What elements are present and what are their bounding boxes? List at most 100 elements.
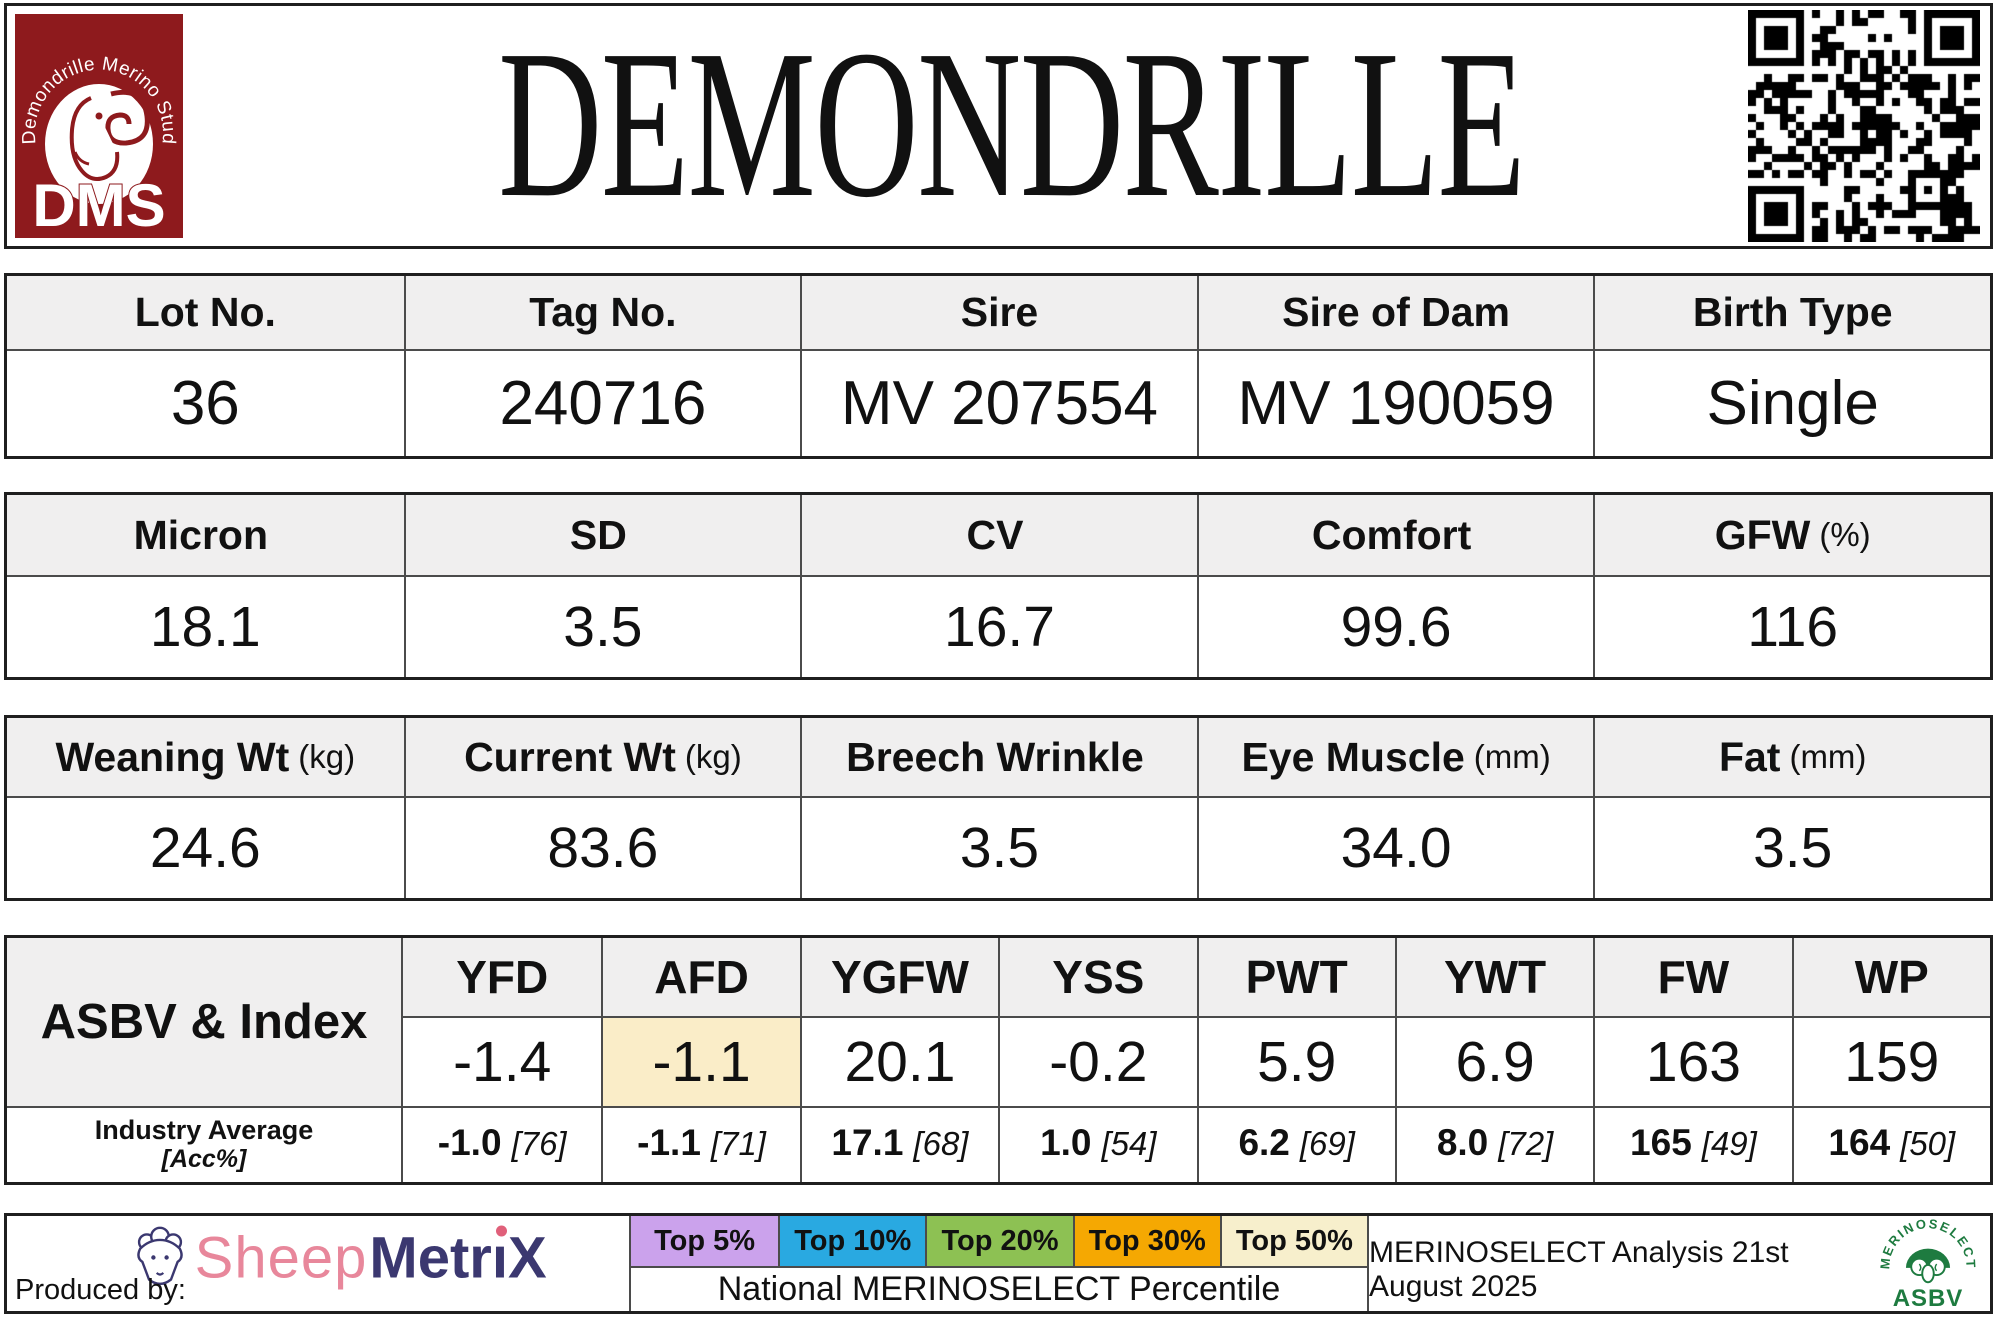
industry-value: -1.0 [437, 1122, 502, 1163]
industry-value: 164 [1828, 1122, 1891, 1163]
asbv-value-wp: 159 [1791, 1018, 1990, 1106]
column-header-birth-type: Birth Type [1593, 276, 1990, 351]
current-wt-value: 83.6 [403, 798, 801, 898]
legend-top-10: Top 10% [778, 1216, 926, 1266]
header-label: Comfort [1311, 511, 1472, 558]
asbv-logo-text: ASBV [1893, 1285, 1964, 1312]
sheepmetrix-word-sheep: Sheep [194, 1225, 368, 1291]
asbv-value-pwt: 5.9 [1196, 1018, 1395, 1106]
column-header-fat: Fat (mm) [1593, 718, 1990, 798]
gfw-value: 116 [1593, 577, 1990, 677]
stud-logo: Demondrille Merino Stud DMS [15, 14, 183, 239]
trait-header-ywt: YWT [1394, 938, 1594, 1018]
ram-head-icon [69, 89, 150, 181]
industry-value: 17.1 [831, 1122, 904, 1163]
sheepmetrix-logo: Sheep Metrı X [127, 1224, 547, 1291]
header-label: Current Wt [464, 733, 676, 780]
cv-value: 16.7 [800, 577, 1197, 677]
column-header-tag: Tag No. [403, 276, 801, 351]
industry-value: 6.2 [1238, 1122, 1290, 1163]
identity-table: Lot No. Tag No. Sire Sire of Dam Birth T… [4, 273, 1993, 459]
percentile-legend-section: Top 5% Top 10% Top 20% Top 30% Top 50% N… [631, 1216, 1367, 1311]
header-label: GFW [1714, 511, 1811, 558]
header-label: Eye Muscle [1241, 733, 1465, 780]
asbv-table: ASBV & Index YFD AFD YGFW YSS PWT YWT FW… [4, 935, 1993, 1185]
industry-average-label: Industry Average [Acc%] [7, 1106, 403, 1182]
industry-cell-ywt: 8.0 [72] [1394, 1106, 1594, 1182]
comfort-value: 99.6 [1196, 577, 1594, 677]
trait-header-yss: YSS [998, 938, 1197, 1018]
micron-value: 18.1 [149, 595, 261, 659]
accuracy-value: [76] [511, 1125, 567, 1162]
fat-value: 3.5 [1593, 798, 1990, 898]
accuracy-label: [Acc%] [161, 1145, 247, 1174]
footer-analysis-section: MERINOSELECT Analysis 21st August 2025 M… [1367, 1216, 1990, 1312]
sheepmetrix-i-dot [495, 1225, 507, 1237]
asbv-value-yfd: -1.4 [453, 1030, 552, 1094]
column-header-current-wt: Current Wt (kg) [403, 718, 801, 798]
asbv-value-fw: 163 [1593, 1018, 1791, 1106]
industry-value: 8.0 [1436, 1122, 1489, 1163]
industry-average-title: Industry Average [94, 1115, 314, 1146]
column-header-comfort: Comfort [1196, 495, 1594, 577]
industry-value: 165 [1630, 1122, 1692, 1163]
wool-table: Micron SD CV Comfort GFW (%) 18.1 3.5 16… [4, 492, 1993, 680]
body-table: Weaning Wt (kg) Current Wt (kg) Breech W… [4, 715, 1993, 901]
percentile-legend: Top 5% Top 10% Top 20% Top 30% Top 50% [631, 1216, 1367, 1268]
industry-cell-yss: 1.0 [54] [998, 1106, 1197, 1182]
header-unit: (%) [1819, 516, 1871, 553]
column-header-breech-wrinkle: Breech Wrinkle [800, 718, 1197, 798]
column-header-eye-muscle: Eye Muscle (mm) [1196, 718, 1594, 798]
industry-cell-afd: -1.1 [71] [601, 1106, 800, 1182]
legend-label: Top 20% [941, 1224, 1059, 1257]
tag-number-value: 240716 [403, 351, 801, 456]
asbv-value-yss: -0.2 [998, 1018, 1196, 1106]
footer-band: Sheep Metrı X Produced by: Top 5% Top 10% … [4, 1213, 1993, 1314]
legend-top-30: Top 30% [1072, 1216, 1220, 1266]
header-label: Fat [1718, 733, 1781, 780]
lot-number-value: 36 [170, 369, 240, 438]
legend-top-50: Top 50% [1219, 1216, 1367, 1266]
column-header-gfw: GFW (%) [1593, 495, 1990, 577]
sd-value: 3.5 [403, 577, 801, 677]
industry-value: -1.1 [637, 1122, 701, 1163]
industry-cell-wp: 164 [50] [1791, 1106, 1990, 1182]
industry-cell-ygfw: 17.1 [68] [799, 1106, 999, 1182]
asbv-row-label: ASBV & Index [7, 938, 403, 1106]
legend-caption: National MERINOSELECT Percentile [717, 1270, 1281, 1308]
header-unit: (mm) [1789, 738, 1867, 775]
column-header-weaning-wt: Weaning Wt (kg) [7, 718, 404, 798]
sheepmetrix-dotless-i: ı [491, 1225, 508, 1291]
trait-header-fw: FW [1593, 938, 1792, 1018]
accuracy-value: [69] [1299, 1125, 1355, 1162]
stud-initials: DMS [32, 172, 165, 239]
legend-top-20: Top 20% [925, 1216, 1073, 1266]
header-label: CV [966, 511, 1024, 558]
trait-header-ygfw: YGFW [799, 938, 999, 1018]
breech-wrinkle-value: 3.5 [800, 798, 1197, 898]
industry-cell-yfd: -1.0 [76] [403, 1106, 602, 1182]
merinoselect-asbv-logo: MERINOSELECT ASBV [1878, 1216, 1977, 1312]
column-header-sire-of-dam: Sire of Dam [1196, 276, 1594, 351]
analysis-date-note: MERINOSELECT Analysis 21st August 2025 [1369, 1236, 1789, 1303]
accuracy-value: [54] [1101, 1125, 1157, 1162]
weaning-wt-value: 24.6 [149, 816, 261, 880]
qr-code [1748, 10, 1980, 242]
header-label: SD [569, 511, 627, 558]
accuracy-value: [72] [1498, 1125, 1554, 1162]
asbv-value-ygfw: 20.1 [799, 1018, 998, 1106]
accuracy-value: [71] [710, 1125, 766, 1162]
accuracy-value: [49] [1701, 1125, 1757, 1162]
birth-type-value: Single [1593, 351, 1990, 456]
column-header-micron: Micron [7, 495, 404, 577]
legend-label: Top 10% [794, 1224, 912, 1257]
header-label: Weaning Wt [55, 733, 290, 780]
sheep-heads-icon [1910, 1257, 1946, 1283]
sheepmetrix-word-x: X [507, 1225, 547, 1291]
produced-by-label: Produced by: [15, 1274, 186, 1306]
column-header-sd: SD [403, 495, 801, 577]
header-unit: (mm) [1473, 738, 1551, 775]
asbv-value-ywt: 6.9 [1394, 1018, 1593, 1106]
header-unit: (kg) [298, 738, 356, 775]
